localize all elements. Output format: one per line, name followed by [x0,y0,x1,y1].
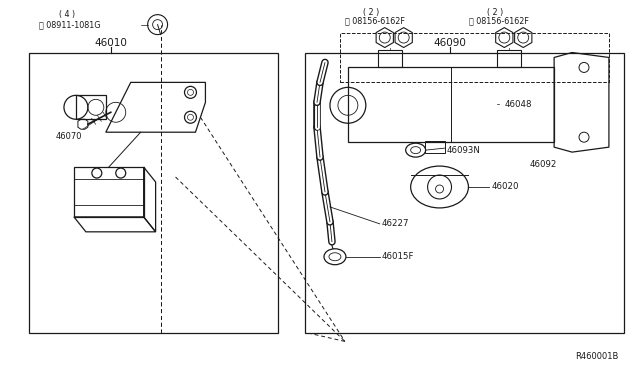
Bar [497,49,521,67]
Text: 46093N: 46093N [447,145,481,155]
Text: Ⓑ 08156-6162F: Ⓑ 08156-6162F [469,16,529,25]
Text: 46010: 46010 [94,38,127,48]
Text: Ⓝ 08911-1081G: Ⓝ 08911-1081G [39,20,100,29]
Text: R460001B: R460001B [575,352,619,361]
Text: 46048: 46048 [504,100,532,109]
Text: 46090: 46090 [433,38,466,48]
Bar [378,49,402,67]
Text: 46092: 46092 [529,160,557,169]
Text: Ⓑ 08156-6162F: Ⓑ 08156-6162F [345,16,404,25]
Text: 46015F: 46015F [382,252,414,261]
Bar [424,141,445,153]
Text: ( 4 ): ( 4 ) [59,10,75,19]
Text: 46227: 46227 [382,219,409,228]
Text: ( 2 ): ( 2 ) [363,8,379,17]
Text: 46070: 46070 [56,132,82,141]
Text: 46020: 46020 [492,183,519,192]
Text: ( 2 ): ( 2 ) [488,8,504,17]
